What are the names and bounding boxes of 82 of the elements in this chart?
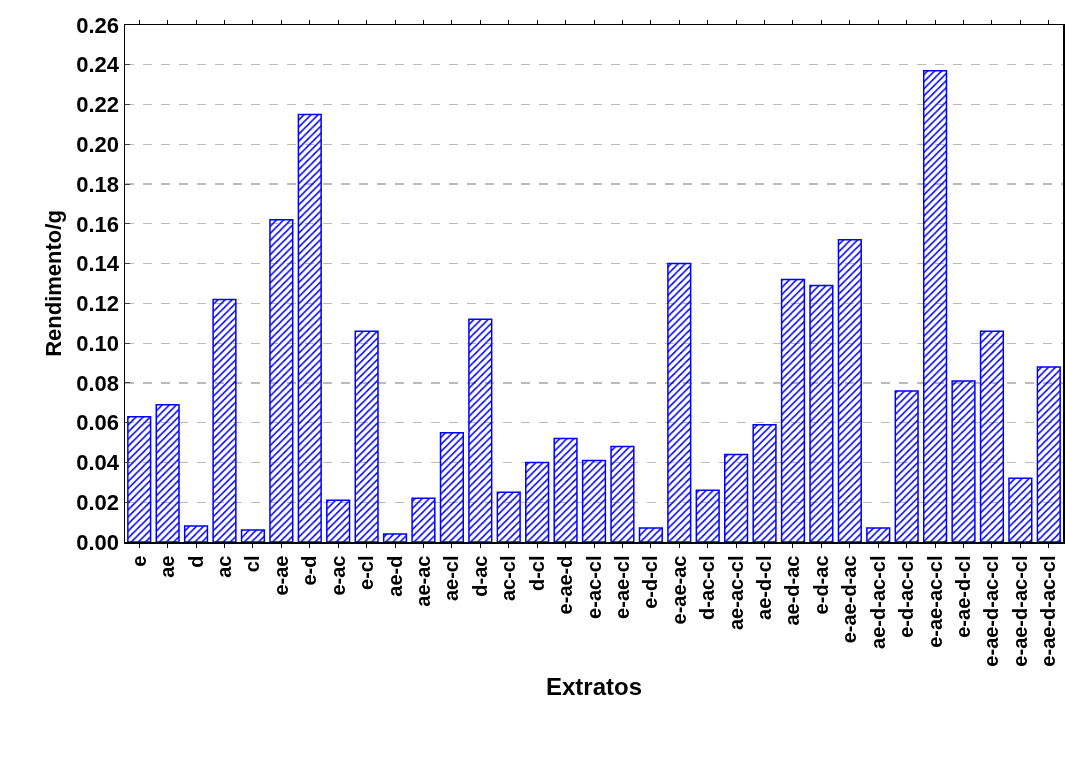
y-tick-label: 0.02 [76,489,120,515]
bar [1036,366,1061,542]
x-tick-label: ae-cl [440,555,463,602]
x-tick-label: ae-ac-cl [724,555,747,630]
bar [240,529,266,542]
bar [269,219,294,542]
x-tick-label: e-d-cl [639,555,662,609]
x-tick-label: e-cl [355,555,378,590]
bar [638,527,663,542]
bar [496,491,521,542]
y-tick-label: 0.16 [76,211,120,237]
bar [581,459,607,542]
y-tick-label: 0.20 [76,132,120,158]
bar [411,497,436,542]
x-tick-label: e-ae-d [554,555,577,615]
x-tick-label: e-ae-ac-cl [923,555,946,648]
x-axis-title: Extratos [545,672,643,700]
bar [780,278,806,542]
bar [951,380,976,542]
x-tick-label: ae-ac [411,555,434,607]
x-tick-label: e-ae-cl [610,555,633,619]
bar [610,445,635,542]
bar [1008,477,1033,542]
bar [127,415,152,542]
bar [553,437,578,542]
y-tick-label: 0.22 [76,92,120,118]
bar [837,239,862,542]
x-tick-label: d-ac-cl [696,555,719,620]
bar [212,298,237,542]
y-tick-label: 0.04 [76,450,120,476]
x-tick-label: ac [212,555,235,578]
x-tick-label: e-ac [326,555,349,596]
x-tick-label: e [127,555,150,567]
x-tick-label: d-ac [468,555,491,597]
bar [979,330,1005,542]
bar [894,390,919,542]
x-tick-label: ae-d-ac [781,555,804,626]
y-axis-title: Rendimento/g [41,210,67,357]
x-tick-label: ac-cl [497,555,520,602]
x-tick-label: e-ae-d-ac-cl [1037,555,1060,667]
x-tick-label: ae-d [383,555,406,597]
bar [525,461,550,542]
bar [809,284,834,542]
bar [382,533,408,542]
x-tick-label: ae-d-cl [753,555,776,620]
y-tick-label: 0.08 [76,370,120,396]
bar [183,525,209,542]
x-tick-label: d-cl [525,555,548,592]
y-tick-label: 0.12 [76,291,120,317]
y-tick-label: 0.06 [76,410,120,436]
x-tick-label: e-ae-d-cl [952,555,975,638]
x-tick-label: e-ae-ac [667,555,690,625]
x-tick-label: e-ae-d-ac-cl [980,555,1003,667]
x-tick-label: e-d-ac-cl [895,555,918,638]
x-tick-label: ae-d-ac-cl [866,555,889,649]
bar [752,423,777,542]
y-tick-label: 0.18 [76,171,120,197]
bar [667,262,692,542]
bar [468,318,493,542]
x-tick-label: e-d-ac [809,555,832,615]
y-tick-label: 0.26 [76,12,120,38]
bar [695,489,720,542]
y-tick-label: 0.24 [76,52,120,78]
x-tick-label: d [184,555,207,568]
y-tick-label: 0.10 [76,330,120,356]
bar [354,330,379,542]
bar [922,69,948,542]
x-tick-label: e-ae-d-ac-cl [1008,555,1031,667]
bar [439,431,464,542]
x-tick-label: e-ac-cl [582,555,605,619]
x-tick-label: e-ae-d-ac [838,555,861,644]
y-tick-label: 0.00 [76,529,120,555]
bar [724,453,749,542]
x-tick-label: e-ae [269,555,292,596]
x-tick-label: cl [241,555,264,573]
x-tick-label: ae [156,555,179,578]
bar [326,499,351,542]
bar [297,113,322,542]
x-tick-label: e-d [298,555,321,586]
bar [155,404,180,542]
y-tick-label: 0.14 [76,251,120,277]
bar [866,527,891,542]
